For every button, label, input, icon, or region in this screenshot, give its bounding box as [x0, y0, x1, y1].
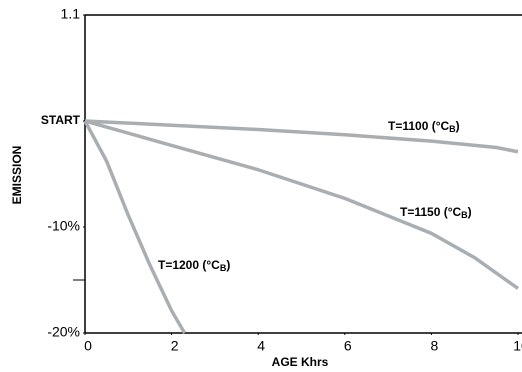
series-label-text: T=1100 (°C: [388, 119, 450, 133]
series-label-sub: B: [220, 263, 227, 273]
x-tick-label: 4: [257, 338, 265, 354]
series-label-sub: B: [449, 124, 456, 134]
series-label-end: ): [468, 205, 472, 219]
series-label-end: ): [456, 119, 460, 133]
y-tick-label: START: [41, 113, 81, 127]
x-axis-label: AGE Khrs: [272, 355, 329, 369]
series-label-text: T=1150 (°C: [400, 205, 462, 219]
series-label: T=1100 (°CB): [388, 119, 460, 134]
x-tick-label: 10: [513, 338, 522, 354]
x-tick-label: 0: [84, 338, 92, 354]
y-axis-label: EMISSION: [10, 146, 24, 205]
series-label-text: T=1200 (°C: [158, 258, 220, 272]
y-tick-label: -20%: [47, 324, 80, 340]
line: [83, 120, 187, 334]
series-label-end: ): [226, 258, 230, 272]
y-tick-label: -10%: [47, 218, 80, 234]
y-tick-label: 1.1: [61, 6, 81, 22]
x-tick-label: 6: [344, 338, 352, 354]
x-tick-label: 2: [171, 338, 179, 354]
series-label: T=1150 (°CB): [400, 205, 472, 220]
line: [84, 119, 520, 290]
series-label-sub: B: [461, 210, 468, 220]
x-tick-label: 8: [431, 338, 439, 354]
line: [84, 119, 519, 154]
series-label: T=1200 (°CB): [158, 258, 230, 273]
